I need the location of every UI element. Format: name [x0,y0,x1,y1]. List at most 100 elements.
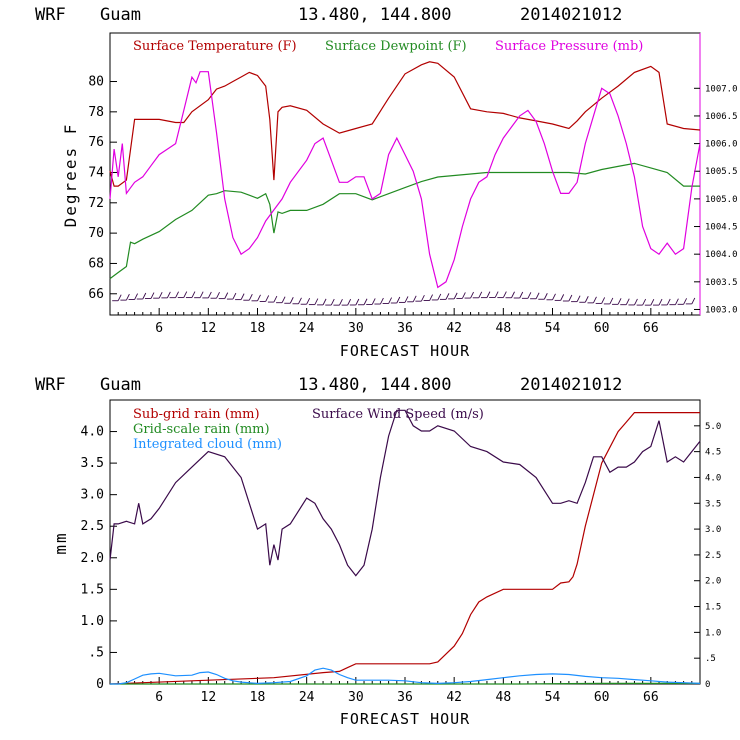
wind-barb-flag [298,297,302,304]
wind-barb-flag [158,291,163,299]
top-right-tick-label: 1003.5 [705,278,738,288]
wind-barb-flag [117,294,122,301]
wind-barb-flag [347,298,352,306]
wind-barb-flag [527,292,532,299]
top-right-tick-label: 1003.0 [705,305,738,315]
top-panel: WRF Guam 13.480, 144.800 2014021012 6668… [35,5,738,360]
bottom-y-tick-label: 2.5 [81,519,104,534]
wind-barb-flag [224,292,229,299]
legend-grid-scale-rain: Grid-scale rain (mm) [133,422,270,437]
wind-barb-flag [535,292,540,299]
bottom-right-tick-label: .5 [705,654,716,664]
grid-scale-rain-mm-line [110,682,700,685]
wind-barb-flag [322,298,327,306]
wind-barb-flag [675,298,679,305]
integrated-cloud-mm-line [110,667,701,685]
wind-barb-flag [658,298,663,306]
wind-barb-flag [691,297,696,305]
bottom-x-tick-label: 18 [250,690,266,705]
top-x-tick-label: 6 [155,321,163,336]
bottom-panel: WRF Guam 13.480, 144.800 2014021012 0 .5 1… [35,375,721,728]
wind-barb-flag [634,298,638,306]
bottom-x-axis-label: FORECAST HOUR [340,710,470,728]
bottom-x-ticks: 6 12 18 24 30 36 42 48 54 60 66 [117,677,693,705]
top-right-tick-label: 1007.0 [705,84,738,94]
wind-barb-flag [478,291,483,299]
bottom-model-label: WRF [35,375,66,395]
bottom-site-label: Guam [100,375,141,395]
bottom-right-tick-label: 3.0 [705,525,721,535]
top-right-tick-label: 1005.0 [705,195,738,205]
top-right-tick-label: 1005.5 [705,167,738,177]
wind-barb-flag [552,293,556,300]
wind-barb-flag [584,296,589,303]
legend-sub-grid-rain: Sub-grid rain (mm) [133,407,260,422]
wind-barb-flag [355,298,360,306]
bottom-x-tick-label: 12 [201,690,217,705]
wind-barb-flag [412,295,417,302]
wind-barb-flag [257,294,261,302]
top-y-tick-label: 68 [88,256,104,271]
bottom-x-tick-label: 6 [155,690,163,705]
wind-barb-flag [601,297,606,304]
legend-integrated-cloud: Integrated cloud (mm) [133,437,282,452]
bottom-x-tick-label: 30 [348,690,364,705]
bottom-right-tick-label: 2.0 [705,577,721,587]
bottom-y-tick-label: 3.5 [81,456,104,471]
top-x-tick-label: 54 [545,321,561,336]
top-x-tick-label: 60 [594,321,610,336]
wind-barb-flag [437,293,442,301]
wind-barb-flag [568,294,573,302]
bottom-y-tick-label: 4.0 [81,425,104,440]
top-x-tick-label: 36 [397,321,413,336]
wind-barb-flag [486,291,491,298]
legend-surface-temperature: Surface Temperature (F) [133,39,297,54]
wind-barb-flag [519,291,524,299]
wind-barb-flag [470,291,474,299]
top-y-ticks: 66 68 70 72 74 76 78 80 [88,75,117,302]
wind-barb-flag [511,291,515,298]
sub-grid-rain-mm-line [109,412,700,685]
top-x-tick-label: 24 [299,321,315,336]
bottom-init-label: 2014021012 [520,375,622,395]
top-init-label: 2014021012 [520,5,622,25]
top-right-ticks: 1003.0 1003.5 1004.0 1004.5 1005.0 1005.5 1006… [694,84,738,315]
top-right-tick-label: 1006.0 [705,140,738,150]
wind-barb-flag [494,291,499,298]
wind-barb-flag [248,294,253,301]
wind-barb-flag [183,291,188,298]
wind-barb-flag [642,298,647,306]
wind-barb-flag [289,297,294,304]
wind-barb-flag [306,298,311,305]
top-right-tick-label: 1004.5 [705,223,738,233]
surface-wind-speed-m-s-line [109,409,701,577]
wind-barb-flag [281,296,286,303]
bottom-x-tick-label: 54 [545,690,561,705]
top-y-tick-label: 78 [88,105,104,120]
wind-barb-flag [232,292,237,300]
wind-barb-flag [576,295,581,302]
top-y-tick-label: 74 [88,165,104,180]
wind-barb-flag [125,293,130,301]
top-series-group [109,61,701,289]
bottom-y-tick-label: .5 [88,645,104,660]
top-site-label: Guam [100,5,141,25]
wind-barb-flag [609,297,614,305]
wind-barb-flag [330,298,335,306]
top-y-tick-label: 80 [88,75,104,90]
surface-dewpoint-f-line [109,162,700,280]
bottom-x-tick-label: 36 [397,690,413,705]
wind-barb-flag [371,298,376,305]
wind-barb-flag [502,291,507,298]
bottom-x-tick-label: 60 [594,690,610,705]
bottom-y-axis-label: mm [51,531,70,554]
top-x-tick-label: 30 [348,321,364,336]
wind-barb-flag [625,298,630,305]
top-y-tick-label: 72 [88,196,104,211]
wind-barb-flag [166,291,171,299]
wind-barb-flag [453,292,458,300]
bottom-series-group [109,409,701,685]
wind-barb-flag [666,298,671,306]
top-coords-label: 13.480, 144.800 [298,5,452,25]
